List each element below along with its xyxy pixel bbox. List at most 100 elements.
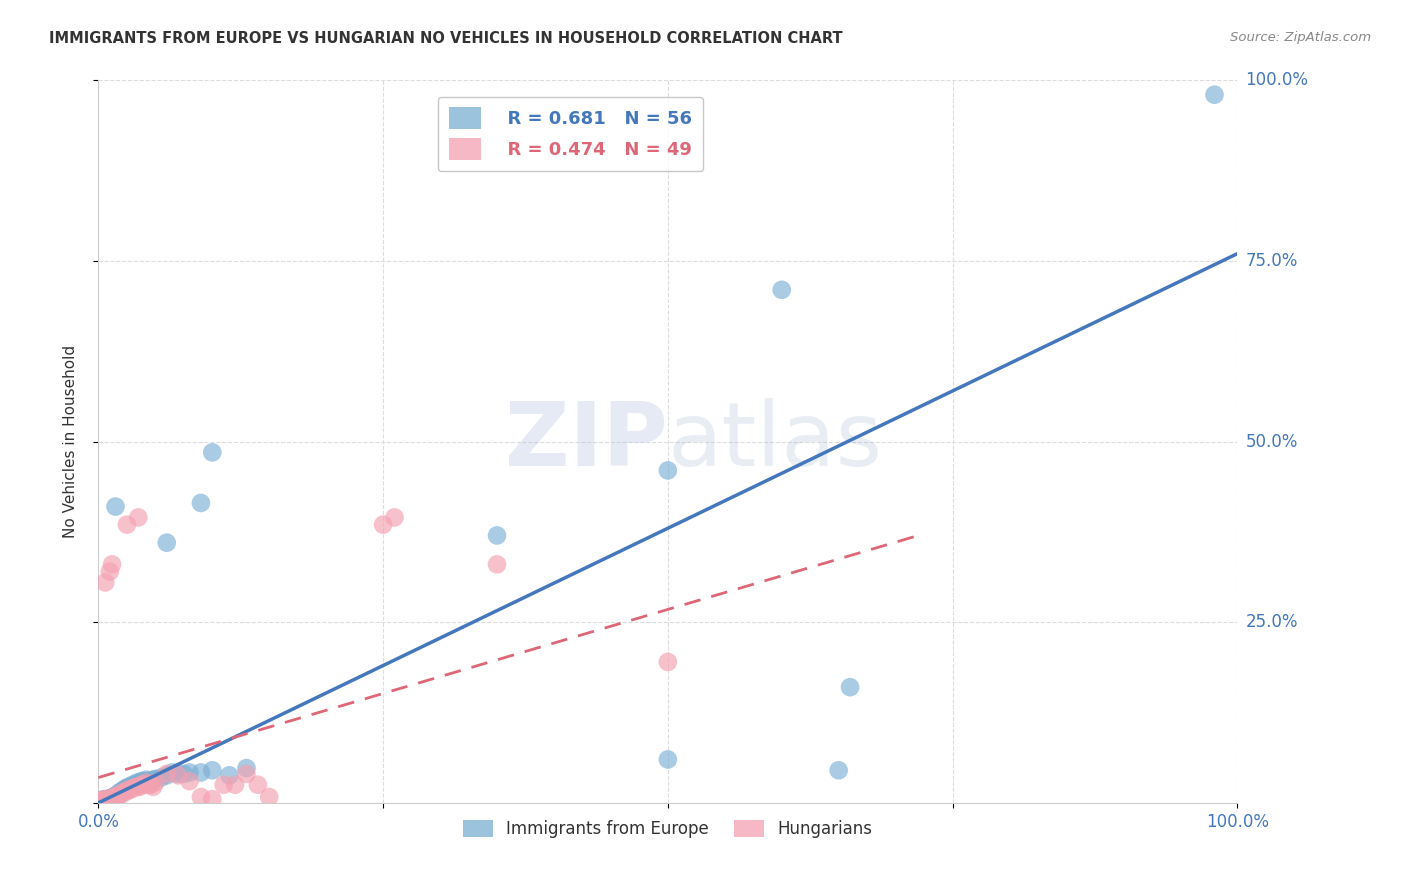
Point [190, 765, 212, 780]
Point [108, 787, 131, 801]
Point [131, 774, 153, 789]
Point [98, 792, 121, 806]
Text: atlas: atlas [668, 398, 883, 485]
Point [135, 772, 157, 787]
Point [128, 780, 150, 794]
Point [101, 791, 124, 805]
Point [110, 785, 132, 799]
Point [173, 767, 195, 781]
Point [96, 792, 118, 806]
Point [104, 789, 127, 803]
Point [105, 789, 128, 803]
Point [156, 768, 179, 782]
Point [101, 790, 124, 805]
Text: 50.0%: 50.0% [1246, 433, 1298, 450]
Point [139, 778, 162, 792]
Point [89, 794, 111, 808]
Point [657, 752, 679, 766]
Point [235, 767, 257, 781]
Point [190, 496, 212, 510]
Point [167, 767, 190, 781]
Point [90, 794, 112, 808]
Point [98, 565, 121, 579]
Point [150, 771, 173, 785]
Point [97, 794, 120, 808]
Point [105, 789, 128, 803]
Text: 75.0%: 75.0% [1246, 252, 1298, 270]
Point [839, 680, 862, 694]
Point [91, 793, 114, 807]
Point [121, 778, 143, 792]
Point [112, 782, 135, 797]
Point [91, 794, 114, 808]
Point [138, 774, 160, 789]
Point [212, 778, 235, 792]
Point [132, 778, 155, 792]
Point [128, 775, 150, 789]
Point [94, 794, 117, 808]
Point [156, 535, 179, 549]
Point [96, 793, 118, 807]
Point [142, 780, 165, 794]
Point [108, 785, 131, 799]
Point [235, 761, 257, 775]
Y-axis label: No Vehicles in Household: No Vehicles in Household [63, 345, 77, 538]
Point [93, 794, 115, 808]
Point [107, 787, 129, 801]
Point [371, 517, 394, 532]
Point [201, 445, 224, 459]
Legend: Immigrants from Europe, Hungarians: Immigrants from Europe, Hungarians [457, 814, 879, 845]
Point [179, 774, 201, 789]
Point [94, 792, 117, 806]
Text: Source: ZipAtlas.com: Source: ZipAtlas.com [1230, 31, 1371, 45]
Point [127, 780, 149, 794]
Point [127, 510, 149, 524]
Point [259, 790, 281, 805]
Point [190, 790, 212, 805]
Point [828, 764, 851, 778]
Point [96, 793, 118, 807]
Point [98, 793, 121, 807]
Point [94, 575, 117, 590]
Point [112, 785, 135, 799]
Point [145, 775, 167, 789]
Point [90, 794, 112, 808]
Point [131, 778, 153, 792]
Point [218, 768, 240, 782]
Point [162, 765, 184, 780]
Point [167, 768, 190, 782]
Text: IMMIGRANTS FROM EUROPE VS HUNGARIAN NO VEHICLES IN HOUSEHOLD CORRELATION CHART: IMMIGRANTS FROM EUROPE VS HUNGARIAN NO V… [49, 31, 842, 46]
Point [145, 772, 167, 786]
Point [89, 794, 111, 808]
Point [93, 792, 115, 806]
Point [110, 787, 132, 801]
Point [139, 775, 162, 789]
Text: ZIP: ZIP [505, 398, 668, 485]
Point [104, 500, 127, 514]
Point [103, 790, 125, 805]
Point [486, 528, 509, 542]
Text: 100.0%: 100.0% [1246, 71, 1309, 89]
Point [201, 764, 224, 778]
Point [384, 510, 406, 524]
Point [770, 283, 793, 297]
Point [179, 765, 201, 780]
Text: 25.0%: 25.0% [1246, 613, 1298, 632]
Point [142, 772, 165, 787]
Point [90, 794, 112, 808]
Point [138, 778, 160, 792]
Point [132, 774, 155, 789]
Point [657, 463, 679, 477]
Point [108, 789, 131, 803]
Point [127, 775, 149, 789]
Point [101, 558, 124, 572]
Point [117, 782, 139, 797]
Point [486, 558, 509, 572]
Point [124, 778, 146, 792]
Point [135, 775, 157, 789]
Point [90, 793, 112, 807]
Point [120, 782, 142, 797]
Point [124, 780, 146, 794]
Point [117, 780, 139, 794]
Point [201, 792, 224, 806]
